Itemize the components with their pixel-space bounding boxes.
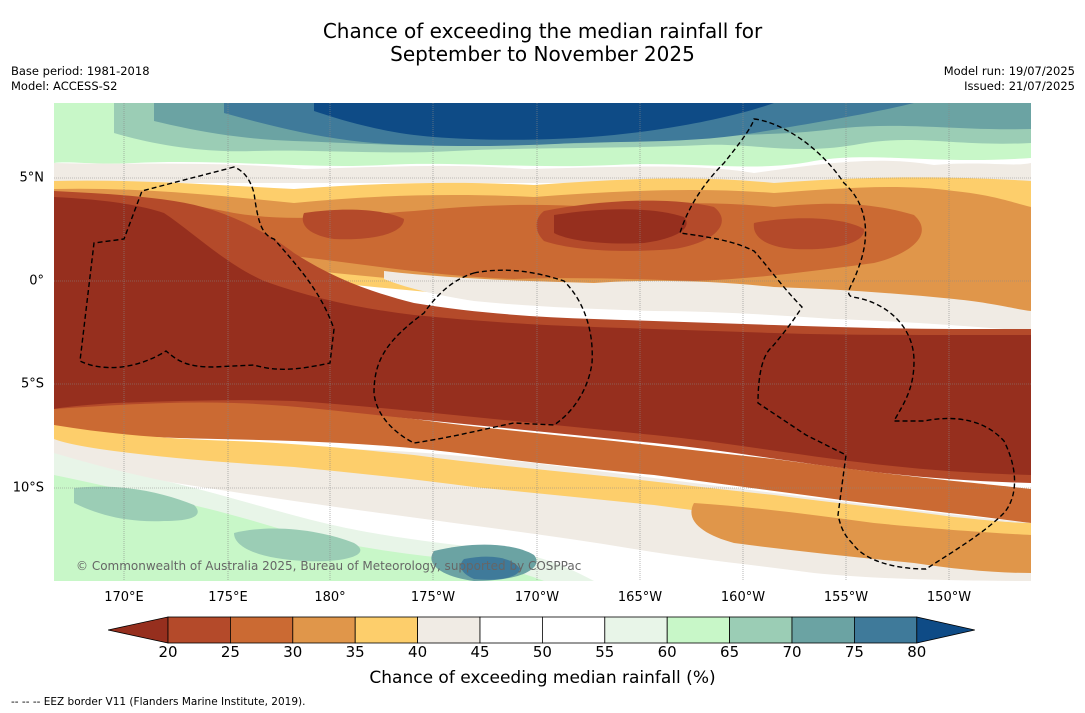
lat-label-10s: 10°S [12, 480, 44, 496]
colorbar-tick-label: 30 [283, 643, 303, 661]
colorbar-tick-label: 70 [782, 643, 802, 661]
south-east-orange [691, 503, 1031, 573]
right-metadata: Model run: 19/07/2025 Issued: 21/07/2025 [944, 64, 1075, 94]
lat-label-0: 0° [29, 273, 44, 289]
colorbar-segment [292, 616, 356, 644]
colorbar-segment [479, 616, 543, 644]
north-cream-band [54, 160, 1031, 183]
colorbar-segment [604, 616, 668, 644]
rainfall-map: © Commonwealth of Australia 2025, Bureau… [54, 103, 1031, 581]
lon-label-155w: 155°W [823, 590, 869, 605]
colorbar-tick-label: 40 [408, 643, 428, 661]
colorbar-tick-label: 65 [720, 643, 740, 661]
colorbar-segment [666, 616, 731, 644]
colorbar-tick-label: 80 [907, 643, 927, 661]
south-green [54, 475, 544, 581]
colorbar-segment [729, 616, 793, 644]
colorbar [108, 616, 975, 644]
colorbar-segment [541, 616, 606, 644]
lon-label-160w: 160°W [720, 590, 766, 605]
north-red-patch-3 [753, 218, 865, 250]
colorbar-tick-label: 25 [220, 643, 240, 661]
eez-legend: -- -- -- EEZ border V11 (Flanders Marine… [11, 696, 306, 708]
map-canvas [54, 103, 1031, 581]
lon-label-165w: 165°W [617, 590, 663, 605]
graticule [54, 103, 1031, 581]
lon-label-170e: 170°E [104, 590, 144, 605]
colorbar-tick-label: 20 [158, 643, 178, 661]
colorbar-tick-label: 55 [595, 643, 615, 661]
copyright-notice: © Commonwealth of Australia 2025, Bureau… [76, 559, 582, 573]
colorbar-segment [167, 616, 231, 644]
south-orange-band [54, 402, 1031, 523]
colorbar-segment [417, 616, 481, 644]
south-teal-patch-1 [74, 486, 198, 522]
south-teal-patch-2 [234, 528, 361, 562]
lon-label-180: 180° [314, 590, 346, 605]
model-name: Model: ACCESS-S2 [11, 79, 118, 93]
colorbar-high-extension [916, 616, 975, 644]
title-line-2: September to November 2025 [390, 42, 695, 66]
north-darkred-patch [554, 209, 687, 244]
colorbar-tick-label: 60 [657, 643, 677, 661]
equator-cream-band [384, 271, 1031, 331]
model-run-date: Model run: 19/07/2025 [943, 64, 1075, 78]
eez-border-phoenix [373, 269, 593, 444]
north-red-patch-2 [302, 209, 404, 240]
colorbar-segment [230, 616, 294, 644]
lon-label-175w: 175°W [410, 590, 456, 605]
colorbar-title: Chance of exceeding median rainfall (%) [369, 668, 716, 688]
colorbar-tick-label: 35 [345, 643, 365, 661]
colorbar-tick-label: 50 [532, 643, 552, 661]
colorbar-tick-label: 45 [470, 643, 490, 661]
title-line-1: Chance of exceeding the median rainfall … [322, 19, 763, 43]
lon-label-150w: 150°W [926, 590, 972, 605]
lat-label-5s: 5°S [20, 376, 44, 392]
colorbar-tick-label: 75 [844, 643, 864, 661]
colorbar-segment [791, 616, 855, 644]
base-period: Base period: 1981-2018 [11, 64, 150, 78]
southern-darkred-core [54, 197, 1031, 475]
lat-label-5n: 5°N [19, 170, 45, 186]
south-blue-patch [460, 556, 520, 580]
lon-label-175e: 175°E [208, 590, 248, 605]
map-title: Chance of exceeding the median rainfall … [0, 20, 1085, 66]
left-metadata: Base period: 1981-2018 Model: ACCESS-S2 [11, 64, 150, 94]
eez-border-kiribati-west [79, 166, 335, 370]
north-dark-blue-core [314, 103, 774, 140]
colorbar-segment [854, 616, 918, 644]
colorbar-segment [354, 616, 418, 644]
issued-date: Issued: 21/07/2025 [964, 79, 1075, 93]
eez-border-kiribati-east [679, 118, 1016, 570]
eez-borders [79, 118, 1016, 570]
colorbar-low-extension [108, 616, 169, 644]
lon-label-170w: 170°W [514, 590, 560, 605]
